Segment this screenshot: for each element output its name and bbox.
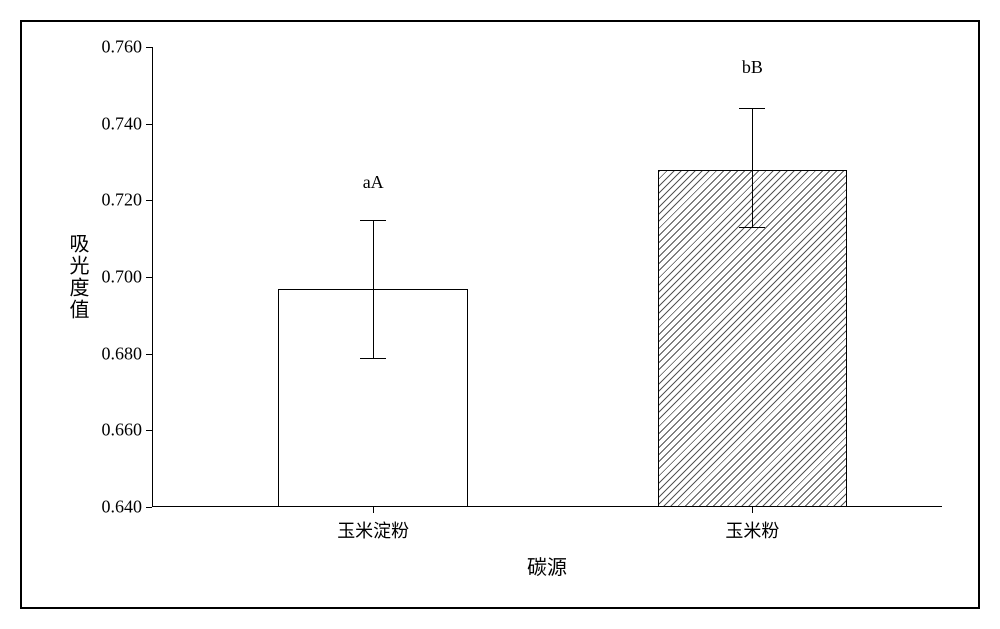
errorbar-cap (360, 220, 386, 221)
x-tick (752, 507, 753, 513)
x-tick-label: 玉米粉 (725, 517, 779, 543)
errorbar-line (373, 220, 374, 358)
x-tick-label: 玉米淀粉 (337, 517, 409, 543)
bar-significance-label: aA (363, 172, 384, 193)
y-tick (146, 354, 152, 355)
errorbar-cap (739, 108, 765, 109)
y-tick (146, 124, 152, 125)
y-tick-label: 0.640 (102, 497, 143, 518)
y-tick (146, 277, 152, 278)
y-tick (146, 47, 152, 48)
errorbar-line (752, 108, 753, 227)
y-tick-label: 0.700 (102, 267, 143, 288)
y-axis-line (152, 47, 153, 507)
y-tick-label: 0.680 (102, 343, 143, 364)
y-tick (146, 200, 152, 201)
bar-significance-label: bB (742, 57, 763, 78)
y-tick (146, 430, 152, 431)
y-tick-label: 0.660 (102, 420, 143, 441)
chart-container: 0.640 0.660 0.680 0.700 0.720 0.740 0.760 吸光度值玉… (20, 20, 980, 609)
y-tick (146, 507, 152, 508)
plot-area: 0.6400.6600.6800.7000.7200.7400.760吸光度值玉… (152, 47, 942, 507)
x-tick (373, 507, 374, 513)
y-tick-label: 0.760 (102, 37, 143, 58)
y-tick-label: 0.740 (102, 113, 143, 134)
y-axis-title: 吸光度值 (63, 233, 92, 321)
errorbar-cap (739, 227, 765, 228)
y-tick-label: 0.720 (102, 190, 143, 211)
x-axis-title: 碳源 (527, 551, 567, 580)
errorbar-cap (360, 358, 386, 359)
